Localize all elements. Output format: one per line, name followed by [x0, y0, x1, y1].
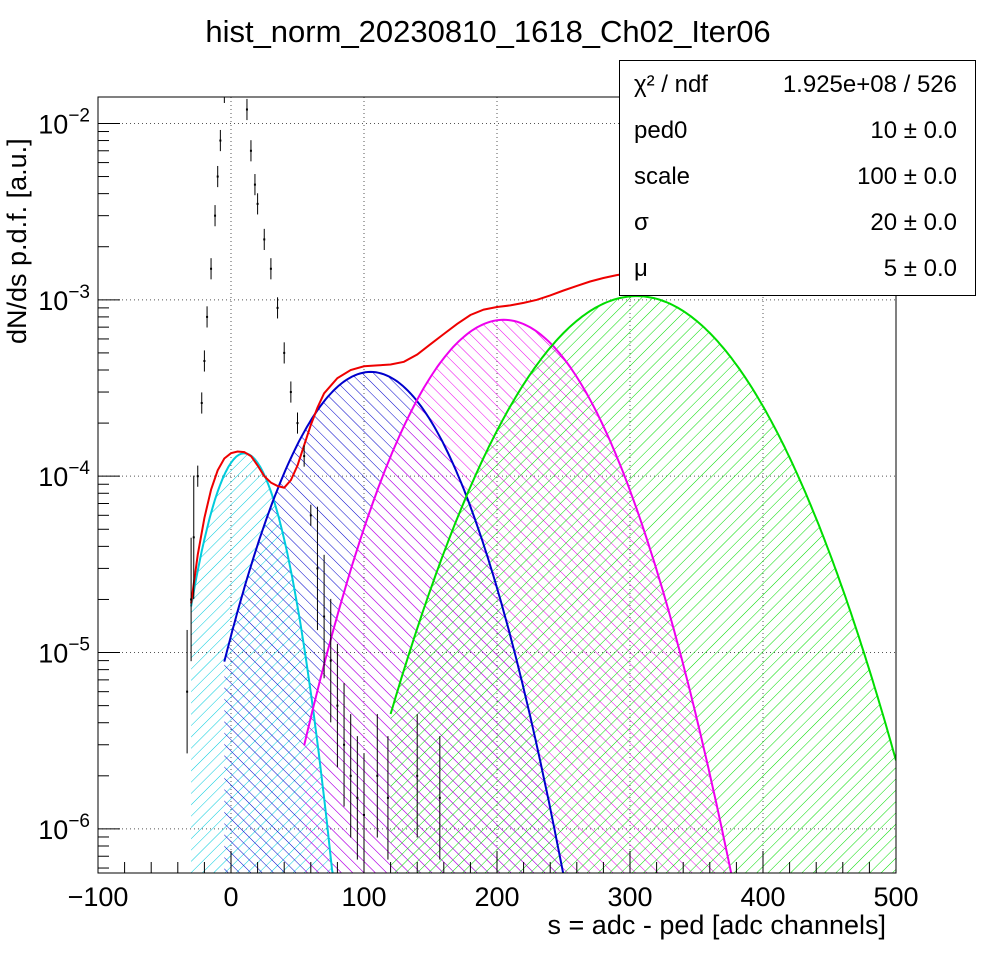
data-point	[223, 91, 225, 93]
data-point	[245, 108, 248, 111]
data-point	[253, 183, 256, 186]
data-point	[190, 598, 193, 601]
x-axis-label: s = adc - ped [adc channels]	[547, 910, 886, 940]
y-tick-label: 10−4	[38, 458, 90, 492]
stats-value: 5 ± 0.0	[883, 255, 957, 282]
y-tick-label: 10−6	[38, 811, 90, 845]
data-point	[210, 267, 213, 270]
data-point	[186, 690, 189, 693]
component-curve	[223, 370, 565, 873]
data-point	[226, 59, 228, 61]
stats-value: 20 ± 0.0	[870, 209, 957, 236]
data-point	[214, 214, 217, 217]
data-point	[243, 77, 245, 79]
data-point	[329, 659, 332, 662]
data-point	[363, 813, 365, 816]
stats-row-mu: μ 5 ± 0.0	[620, 245, 975, 291]
data-point	[376, 774, 379, 777]
data-point	[241, 55, 243, 57]
data-point	[196, 475, 199, 478]
stats-key: χ² / ndf	[634, 71, 708, 98]
data-point	[192, 536, 195, 539]
data-points	[186, 27, 441, 873]
data-point	[309, 514, 312, 517]
chart-title: hist_norm_20230810_1618_Ch02_Iter06	[205, 14, 771, 49]
x-tick-label: 500	[873, 882, 918, 912]
y-tick-label: 10−5	[38, 635, 90, 669]
y-axis-label: dN/ds p.d.f. [a.u.]	[2, 138, 32, 344]
data-point	[206, 315, 209, 318]
data-point	[230, 27, 232, 29]
data-point	[216, 175, 219, 178]
component-curve	[303, 318, 733, 873]
data-point	[343, 743, 346, 746]
stats-key: μ	[634, 255, 648, 282]
stats-value: 100 ± 0.0	[857, 163, 957, 190]
stats-key: ped0	[634, 117, 688, 144]
component-fill	[390, 296, 896, 873]
data-point	[438, 796, 441, 799]
data-point	[269, 267, 272, 270]
y-tick-label: 10−2	[38, 105, 90, 139]
data-point	[323, 615, 326, 618]
x-tick-label: 400	[740, 882, 785, 912]
stats-row-sigma: σ 20 ± 0.0	[620, 199, 975, 245]
axis-ticks: −100 0 100 200 300 400 500 10−6 10−5 10−4 10−3 10−2	[38, 105, 918, 912]
data-point	[303, 455, 306, 458]
data-point	[349, 774, 352, 777]
data-point	[200, 401, 203, 404]
data-point	[316, 567, 319, 570]
stats-value: 1.925e+08 / 526	[782, 71, 957, 98]
component-curve	[389, 295, 896, 761]
x-tick-label: 100	[341, 882, 386, 912]
data-point	[386, 796, 389, 799]
stats-key: scale	[634, 163, 691, 190]
data-point	[256, 202, 259, 205]
data-point	[203, 359, 206, 362]
x-tick-label: 0	[223, 882, 238, 912]
data-point	[336, 704, 339, 707]
data-point	[289, 391, 292, 394]
stats-row-ped0: ped0 10 ± 0.0	[620, 107, 975, 153]
data-point	[237, 33, 239, 35]
component-curves	[190, 258, 896, 873]
x-tick-label: −100	[68, 882, 129, 912]
data-point	[283, 351, 286, 354]
fit-stats-box: χ² / ndf 1.925e+08 / 526 ped0 10 ± 0.0 s…	[619, 60, 976, 296]
data-point	[276, 306, 279, 309]
component-fills	[191, 296, 896, 873]
x-tick-label: 200	[474, 882, 519, 912]
data-point	[416, 774, 419, 777]
stats-row-chi2: χ² / ndf 1.925e+08 / 526	[620, 61, 975, 107]
data-point	[219, 139, 222, 142]
y-tick-label: 10−3	[38, 282, 90, 316]
data-point	[263, 238, 266, 241]
stats-value: 10 ± 0.0	[870, 117, 957, 144]
data-point	[296, 422, 299, 425]
data-point	[356, 796, 359, 799]
data-point	[249, 149, 252, 152]
x-tick-label: 300	[607, 882, 652, 912]
stats-key: σ	[634, 209, 649, 236]
data-point	[229, 36, 231, 38]
data-point	[233, 27, 235, 29]
stats-row-scale: scale 100 ± 0.0	[620, 153, 975, 199]
